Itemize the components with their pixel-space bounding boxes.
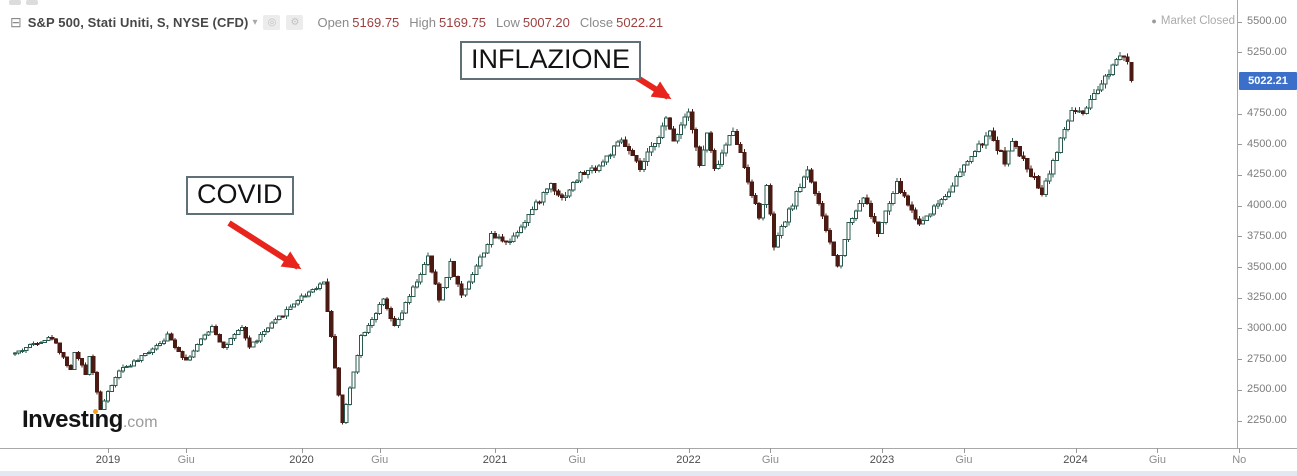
ohlc-label: Open — [317, 14, 350, 30]
snapshot-icon[interactable]: ◎ — [263, 14, 281, 30]
date-tick-mark — [576, 448, 578, 453]
date-tick-mark — [688, 448, 690, 453]
price-tick-label: 4000.00 — [1247, 199, 1287, 212]
price-tick-label: 2500.00 — [1247, 383, 1287, 396]
date-tick-label: No — [1232, 454, 1247, 466]
price-tick-label: 4250.00 — [1247, 168, 1287, 181]
price-tick-mark — [1238, 389, 1242, 391]
date-tick-mark — [1157, 448, 1159, 453]
price-tick-mark — [1238, 328, 1242, 330]
price-tick-mark — [1238, 144, 1242, 146]
price-tick-mark — [1238, 21, 1242, 23]
date-tick-label: 2019 — [95, 454, 121, 466]
ohlc-label: Close — [579, 14, 614, 30]
market-status: ● Market Closed — [1151, 15, 1235, 27]
annotation-text: COVID — [197, 179, 283, 209]
toolbar-stub-icon — [9, 0, 21, 5]
ohlc-value: 5169.75 — [439, 14, 487, 30]
price-tick-label: 5500.00 — [1247, 15, 1287, 27]
price-tick-label: 5250.00 — [1247, 45, 1287, 58]
date-tick-label: Giu — [371, 454, 389, 466]
time-axis[interactable]: 2019 Giu 2020 Giu 2021 Giu 2022 Giu 2023 Giu 2024 G… — [0, 448, 1297, 471]
symbol-title[interactable]: S&P 500, Stati Uniti, S, NYSE (CFD) — [27, 14, 249, 30]
date-tick-label: 2023 — [869, 454, 895, 466]
date-tick-label: Giu — [1148, 454, 1166, 466]
date-tick-mark — [963, 448, 965, 453]
price-tick-mark — [1238, 267, 1242, 269]
date-tick-label: 2021 — [482, 454, 508, 466]
date-tick-mark — [379, 448, 381, 453]
date-tick-mark — [495, 448, 497, 453]
date-tick-mark — [1239, 448, 1241, 453]
status-dot-icon: ● — [1151, 16, 1157, 26]
annotation-inflazione[interactable]: INFLAZIONE — [460, 41, 642, 80]
ohlc-readout: Open 5169.75 High 5169.75 Low 5007.20 Close 502… — [317, 15, 663, 30]
date-tick-label: Giu — [955, 454, 973, 466]
price-tick-mark — [1238, 174, 1242, 176]
investing-logo-suffix: .com — [122, 414, 158, 431]
page-background-strip — [0, 471, 1297, 476]
price-tick-mark — [1238, 113, 1242, 115]
date-tick-label: Giu — [177, 454, 195, 466]
date-tick-label: 2022 — [676, 454, 701, 466]
date-tick-mark — [770, 448, 772, 453]
toolbar-stub-icon — [26, 0, 38, 5]
chevron-down-icon[interactable]: ▾ — [252, 16, 258, 28]
ohlc-value: 5022.21 — [616, 14, 664, 30]
price-tick-label: 4750.00 — [1247, 107, 1287, 120]
date-tick-label: Giu — [568, 454, 586, 466]
date-tick-mark — [186, 448, 188, 453]
investing-logo[interactable]: Investıng .com — [22, 406, 158, 434]
price-tick-label: 2250.00 — [1247, 414, 1287, 426]
date-tick-label: 2024 — [1063, 454, 1088, 466]
market-status-text: Market Closed — [1160, 15, 1235, 27]
ohlc-label: Low — [496, 14, 520, 30]
date-tick-mark — [1075, 448, 1077, 453]
last-price-tag: 5022.21 — [1239, 71, 1297, 90]
ohlc-value: 5007.20 — [522, 14, 570, 30]
chart-header: ⊟ S&P 500, Stati Uniti, S, NYSE (CFD) ▾ … — [10, 12, 663, 32]
date-tick-mark — [108, 448, 110, 453]
price-tick-label: 3000.00 — [1247, 321, 1287, 334]
date-tick-label: Giu — [761, 454, 779, 466]
candlestick-chart[interactable] — [0, 0, 1237, 448]
date-tick-label: 2020 — [289, 454, 314, 466]
date-tick-mark — [301, 448, 303, 453]
price-tick-label: 3500.00 — [1247, 260, 1287, 273]
logo-orange-dot — [92, 409, 98, 414]
price-tick-mark — [1238, 297, 1242, 299]
investing-logo-text: Investıng — [22, 406, 123, 433]
price-tick-mark — [1238, 359, 1242, 361]
annotation-covid[interactable]: COVID — [186, 176, 294, 215]
price-tick-label: 2750.00 — [1247, 352, 1287, 365]
price-tick-mark — [1238, 236, 1242, 238]
price-axis[interactable]: 5500.00 5250.00 4750.00 4500.00 4250.00 4000.… — [1237, 0, 1297, 448]
price-tick-mark — [1238, 52, 1242, 54]
price-tick-label: 4500.00 — [1247, 137, 1287, 150]
settings-gear-icon[interactable]: ⚙ — [286, 14, 304, 30]
price-tick-label: 3250.00 — [1247, 291, 1287, 304]
collapse-panel-icon[interactable]: ⊟ — [10, 14, 22, 30]
annotation-text: INFLAZIONE — [471, 44, 631, 74]
price-tick-label: 3750.00 — [1247, 229, 1287, 242]
date-tick-mark — [882, 448, 884, 453]
price-tick-mark — [1238, 205, 1242, 207]
ohlc-value: 5169.75 — [352, 14, 400, 30]
price-tick-mark — [1238, 420, 1242, 422]
ohlc-label: High — [409, 14, 437, 30]
